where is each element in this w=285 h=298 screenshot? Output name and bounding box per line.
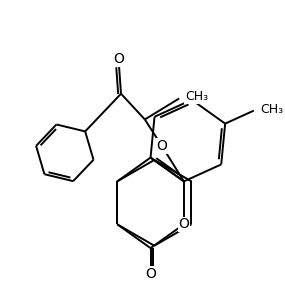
Text: O: O: [145, 267, 156, 281]
Text: O: O: [178, 217, 189, 231]
Text: CH₃: CH₃: [185, 90, 208, 103]
Text: O: O: [156, 139, 167, 153]
Text: CH₃: CH₃: [260, 103, 284, 116]
Text: O: O: [114, 52, 125, 66]
